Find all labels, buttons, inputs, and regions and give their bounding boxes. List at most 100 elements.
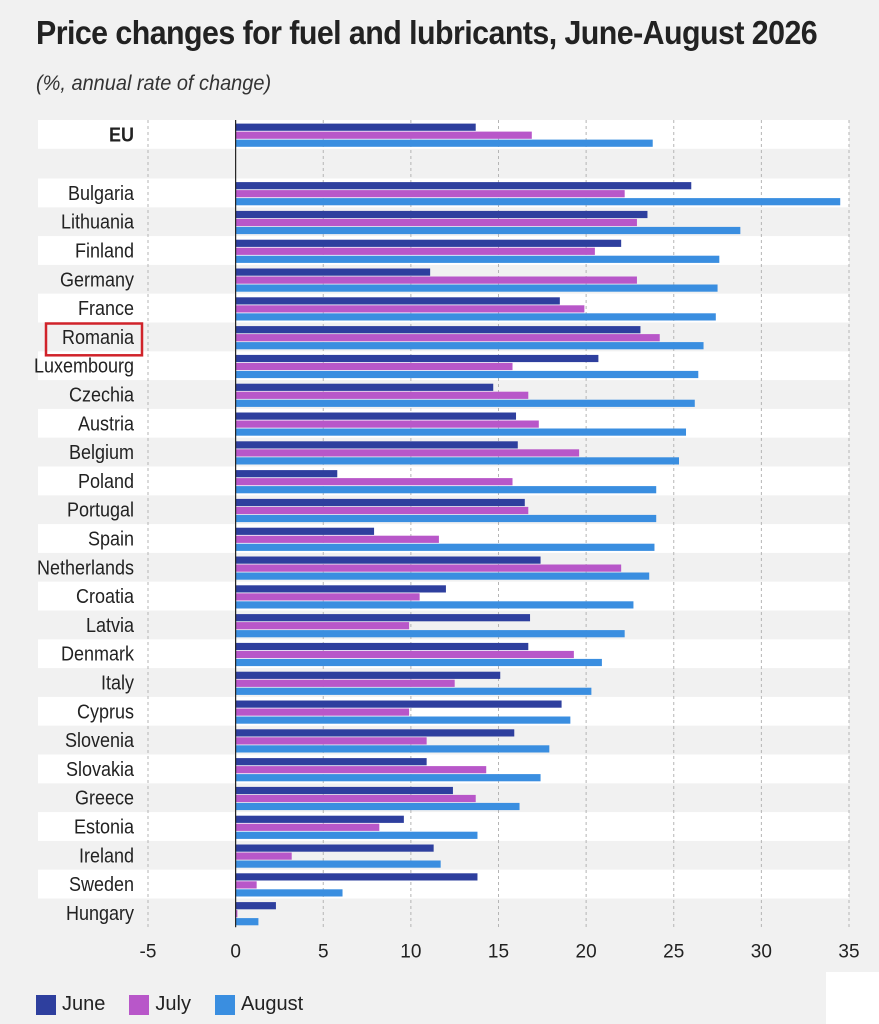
legend-label-june: June — [62, 993, 106, 1015]
bar-june-spain — [235, 527, 375, 535]
legend-swatch-august — [214, 994, 235, 1015]
bar-july-cyprus — [235, 708, 410, 716]
category-label-italy: Italy — [101, 673, 134, 695]
corner-blank-area — [826, 972, 879, 1024]
chart-subtitle: (%, annual rate of change) — [36, 72, 272, 95]
bar-august-lithuania — [235, 226, 741, 235]
bar-august-denmark — [235, 658, 602, 667]
category-label-latvia: Latvia — [86, 615, 134, 637]
category-label-austria: Austria — [78, 413, 134, 435]
bar-july-denmark — [235, 650, 574, 659]
bar-june-netherlands — [235, 556, 541, 564]
bar-july-croatia — [235, 593, 420, 601]
bar-june-slovakia — [235, 758, 427, 766]
legend-label-august: August — [240, 993, 304, 1015]
category-label-denmark: Denmark — [61, 644, 134, 666]
x-tick-label-35: 35 — [838, 941, 859, 962]
bar-july-italy — [235, 679, 455, 687]
bar-june-italy — [235, 671, 501, 679]
x-tick-label-25: 25 — [663, 941, 684, 962]
category-label-greece: Greece — [75, 788, 134, 810]
x-tick-label-5: 5 — [318, 941, 329, 962]
legend-item-august: August — [214, 993, 304, 1016]
category-label-finland: Finland — [75, 241, 134, 263]
chart-legend: June July August — [36, 993, 303, 1016]
bar-august-italy — [235, 687, 592, 695]
category-label-czechia: Czechia — [69, 385, 134, 407]
category-label-estonia: Estonia — [74, 817, 134, 839]
category-label-slovenia: Slovenia — [65, 730, 134, 752]
category-label-ireland: Ireland — [79, 845, 134, 867]
category-label-slovakia: Slovakia — [66, 759, 134, 781]
bar-july-luxembourg — [235, 362, 513, 371]
bar-august-luxembourg — [235, 370, 699, 379]
bar-july-slovakia — [235, 766, 487, 774]
bar-july-poland — [235, 478, 513, 486]
bar-july-slovenia — [235, 737, 427, 745]
bar-july-germany — [235, 276, 637, 284]
bar-august-france — [235, 313, 716, 321]
bar-july-sweden — [235, 881, 257, 889]
bar-july-eu — [235, 131, 532, 139]
bar-july-belgium — [235, 449, 580, 457]
bar-august-slovenia — [235, 745, 550, 753]
category-label-bulgaria: Bulgaria — [68, 183, 134, 205]
x-tick-label-0: 0 — [230, 941, 241, 962]
bar-august-croatia — [235, 601, 634, 609]
bar-june-luxembourg — [235, 354, 599, 363]
category-label-poland: Poland — [78, 471, 134, 493]
x-tick-label-10: 10 — [400, 941, 421, 962]
bar-june-czechia — [235, 383, 494, 391]
bar-july-spain — [235, 535, 439, 543]
bar-june-ireland — [235, 844, 434, 852]
bar-june-romania — [235, 326, 641, 334]
category-label-romania: Romania — [62, 327, 134, 349]
bar-june-finland — [235, 239, 622, 247]
legend-label-july: July — [155, 993, 191, 1015]
bar-june-denmark — [235, 642, 529, 651]
bar-august-latvia — [235, 630, 625, 638]
category-label-germany: Germany — [60, 269, 134, 291]
bar-june-estonia — [235, 815, 404, 823]
bar-july-portugal — [235, 506, 529, 515]
bar-august-germany — [235, 284, 718, 292]
category-label-spain: Spain — [88, 529, 134, 551]
bar-august-hungary — [235, 918, 259, 926]
category-label-lithuania: Lithuania — [61, 212, 134, 234]
bar-august-cyprus — [235, 716, 571, 724]
bar-june-belgium — [235, 441, 518, 449]
bar-august-slovakia — [235, 774, 541, 782]
category-label-portugal: Portugal — [67, 500, 134, 522]
bar-august-romania — [235, 342, 704, 350]
bar-august-greece — [235, 802, 520, 811]
bar-july-romania — [235, 334, 660, 342]
bar-june-lithuania — [235, 210, 648, 219]
category-label-eu: EU — [109, 125, 134, 147]
category-label-luxembourg: Luxembourg — [34, 356, 134, 378]
bar-july-finland — [235, 247, 595, 255]
bar-july-lithuania — [235, 218, 637, 227]
category-label-sweden: Sweden — [69, 874, 134, 896]
legend-swatch-june — [36, 994, 56, 1015]
highlight-box-romania — [44, 322, 144, 357]
bar-june-poland — [235, 470, 338, 478]
x-tick-label-minus-5: -5 — [140, 941, 157, 962]
bar-june-hungary — [235, 902, 276, 910]
bar-august-eu — [235, 139, 653, 147]
bar-august-estonia — [235, 831, 478, 839]
category-label-netherlands: Netherlands — [37, 557, 134, 579]
bar-july-hungary — [235, 910, 238, 918]
bar-august-belgium — [235, 457, 680, 465]
bar-june-latvia — [235, 614, 531, 622]
bar-july-latvia — [235, 622, 410, 630]
bar-august-poland — [235, 486, 657, 494]
bar-august-ireland — [235, 860, 441, 868]
bar-july-estonia — [235, 823, 380, 831]
bar-july-ireland — [235, 852, 292, 860]
bar-july-greece — [235, 794, 476, 803]
x-tick-label-30: 30 — [751, 941, 772, 962]
bar-july-france — [235, 305, 585, 313]
bar-august-finland — [235, 255, 720, 263]
category-label-cyprus: Cyprus — [77, 701, 134, 723]
bar-june-portugal — [235, 498, 525, 507]
